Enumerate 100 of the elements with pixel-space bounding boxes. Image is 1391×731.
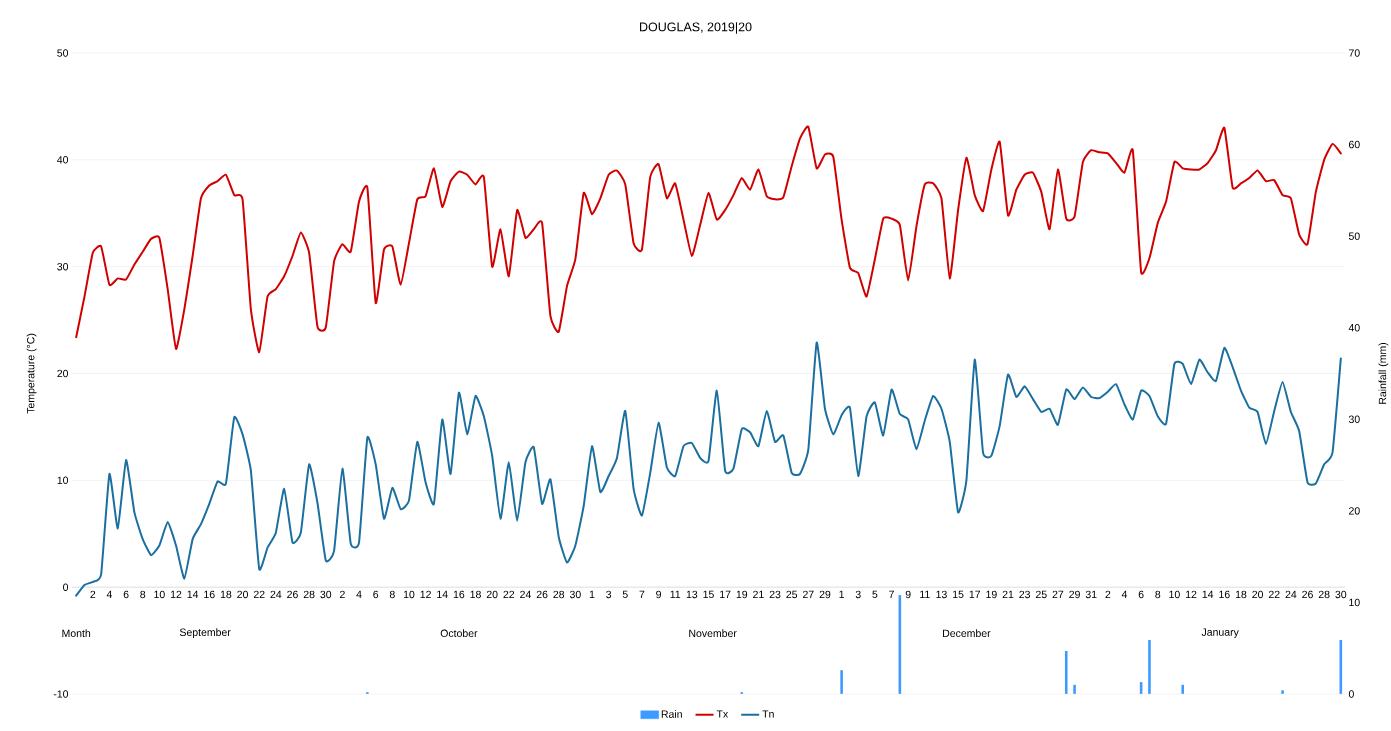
y2-tick-label: 70: [1349, 49, 1360, 57]
x-tick-label: 15: [953, 590, 964, 599]
x-tick-label: 12: [420, 590, 431, 599]
x-tick-label: 14: [187, 590, 199, 598]
x-tick-label: 9: [656, 590, 661, 599]
y2-tick-label: 50: [1348, 232, 1360, 240]
x-tick-label: 20: [486, 590, 498, 599]
x-tick-label: 18: [470, 590, 481, 599]
x-tick-label: 7: [889, 590, 894, 598]
y-axis-title: Temperature (°C): [26, 333, 37, 414]
x-tick-label: 2: [90, 590, 96, 599]
x-tick-label: 8: [140, 590, 146, 599]
x-tick-label: 20: [237, 590, 248, 599]
x-tick-label: 30: [320, 590, 332, 599]
x-tick-label: 3: [855, 590, 861, 599]
x-tick-label: 23: [1019, 590, 1031, 599]
x-tick-label: 18: [220, 590, 232, 599]
y-tick-label: 0: [63, 583, 69, 591]
y-tick-label: 30: [57, 262, 69, 271]
x-tick-label: 16: [453, 590, 465, 599]
x-tick-label: 5: [872, 590, 878, 599]
y2-tick-label: 20: [1349, 507, 1360, 515]
x-tick-label: 25: [786, 590, 798, 599]
x-tick-label: 22: [253, 590, 265, 599]
x-tick-label: 12: [1186, 590, 1197, 599]
annotation: December: [943, 629, 991, 638]
x-tick-label: 1: [839, 590, 845, 598]
x-tick-label: 6: [123, 590, 129, 599]
y-tick-label: 50: [57, 49, 69, 57]
x-tick-label: 8: [389, 590, 395, 599]
y-tick-label: 10: [57, 476, 69, 485]
x-tick-label: 22: [503, 590, 515, 599]
x-tick-label: 21: [1002, 590, 1014, 599]
legend-label: Tn: [762, 710, 774, 718]
x-tick-label: 24: [1285, 590, 1297, 599]
x-tick-label: 11: [920, 590, 930, 598]
legend-label: Rain: [661, 710, 682, 718]
y2-tick-label: 60: [1349, 140, 1360, 149]
x-tick-label: 28: [303, 590, 315, 599]
x-tick-label: 26: [287, 590, 298, 599]
annotation: November: [689, 629, 737, 638]
x-tick-label: 6: [373, 590, 379, 599]
x-tick-label: 3: [606, 590, 612, 599]
annotation: Month: [62, 629, 91, 638]
x-tick-label: 16: [204, 590, 215, 599]
chart-title: DOUGLAS, 2019|20: [640, 22, 752, 34]
x-tick-label: 11: [670, 590, 681, 598]
x-tick-label: 13: [686, 590, 698, 599]
x-tick-label: 7: [639, 590, 645, 598]
x-tick-label: 22: [1268, 590, 1280, 599]
x-tick-label: 16: [1219, 590, 1230, 599]
x-tick-label: 6: [1138, 590, 1144, 599]
y2-tick-label: 30: [1348, 415, 1360, 424]
x-tick-label: 27: [803, 590, 814, 599]
x-tick-label: 25: [1035, 590, 1047, 599]
x-tick-label: 9: [905, 590, 911, 599]
y-tick-label: -10: [53, 690, 69, 698]
y2-tick-label: 0: [1348, 690, 1354, 698]
x-tick-label: 29: [1069, 590, 1080, 599]
x-tick-label: 20: [1252, 590, 1264, 599]
y2-tick-label: 10: [1349, 598, 1360, 607]
x-tick-label: 19: [986, 590, 997, 599]
y-tick-label: 40: [57, 156, 69, 164]
x-tick-label: 24: [520, 590, 531, 599]
x-tick-label: 30: [1335, 590, 1347, 599]
x-tick-label: 26: [536, 590, 548, 599]
x-tick-label: 30: [569, 590, 581, 599]
x-tick-label: 14: [1202, 590, 1214, 598]
x-tick-label: 28: [1318, 590, 1330, 599]
x-tick-label: 28: [553, 590, 565, 599]
y2-tick-label: 40: [1348, 324, 1360, 332]
x-tick-label: 2: [1105, 590, 1111, 599]
x-tick-label: 4: [356, 590, 362, 598]
x-tick-label: 1: [589, 590, 595, 598]
x-tick-label: 10: [1169, 590, 1180, 599]
x-tick-label: 27: [1052, 590, 1064, 599]
x-tick-label: 18: [1235, 590, 1247, 599]
x-tick-label: 17: [969, 590, 981, 598]
x-tick-label: 24: [270, 590, 282, 599]
x-tick-label: 14: [437, 590, 448, 598]
x-tick-label: 29: [819, 590, 831, 599]
annotation: September: [179, 628, 231, 639]
x-tick-label: 21: [753, 590, 764, 599]
x-tick-label: 8: [1155, 590, 1161, 599]
x-tick-label: 17: [720, 590, 731, 598]
y-tick-label: 20: [57, 369, 69, 378]
x-tick-label: 5: [622, 590, 628, 599]
annotation: October: [440, 629, 478, 638]
x-tick-label: 10: [154, 590, 165, 599]
legend-label: Tx: [716, 710, 729, 718]
x-tick-label: 26: [1302, 590, 1313, 599]
x-tick-label: 4: [106, 590, 113, 598]
x-tick-label: 15: [703, 590, 714, 599]
x-tick-label: 10: [403, 590, 415, 599]
x-tick-label: 2: [340, 590, 345, 599]
x-tick-label: 19: [736, 590, 748, 599]
x-tick-label: 12: [170, 590, 182, 599]
x-tick-label: 23: [769, 590, 781, 599]
y2-axis-title: Rainfall (mm): [1378, 342, 1389, 404]
x-tick-label: 4: [1121, 590, 1128, 598]
